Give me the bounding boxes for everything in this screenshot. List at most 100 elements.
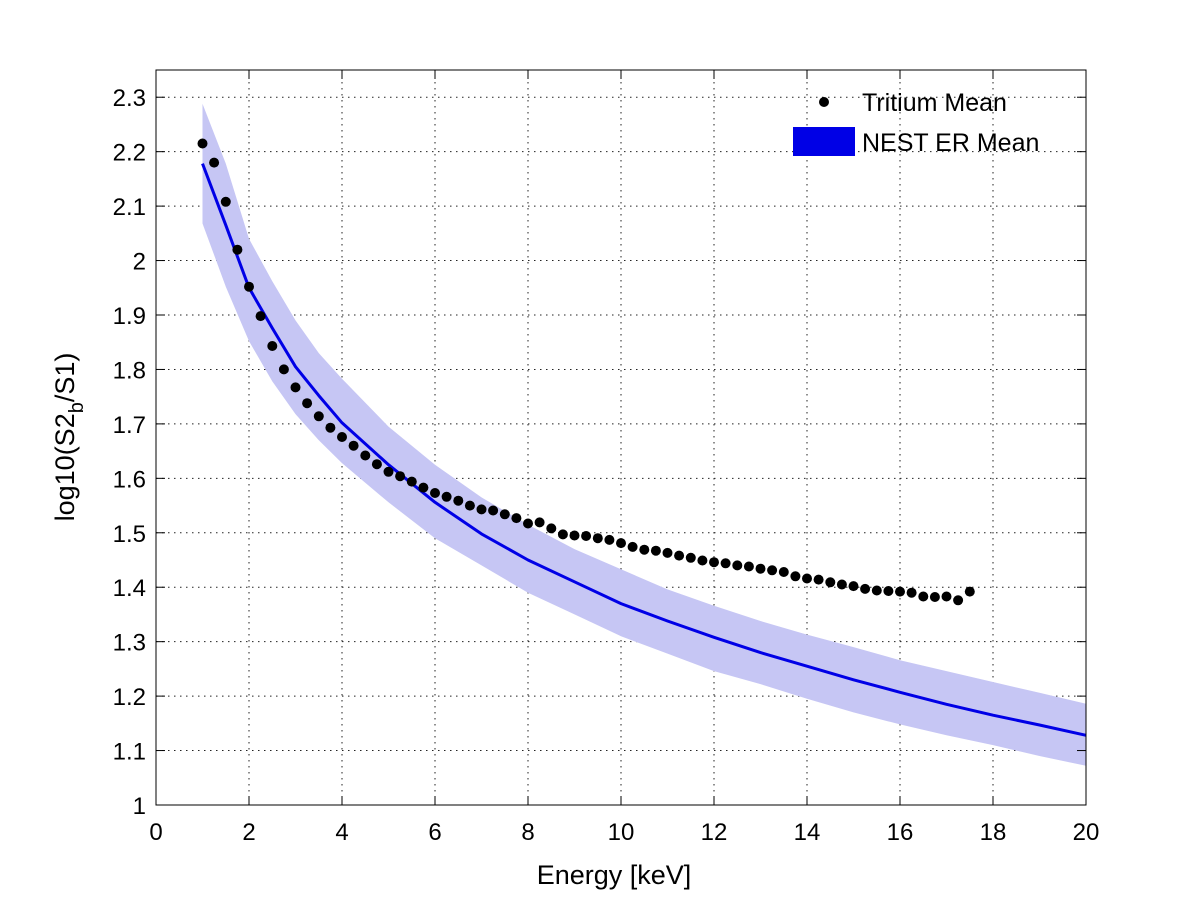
- y-axis-label-subscript: b: [66, 402, 88, 413]
- tritium-point: [964, 586, 975, 597]
- tritium-point: [290, 382, 301, 393]
- x-tick-label: 16: [887, 819, 914, 846]
- tritium-point: [546, 523, 557, 534]
- y-tick-label: 1.4: [113, 575, 146, 602]
- tritium-point: [825, 577, 836, 588]
- tritium-point: [337, 432, 347, 442]
- x-tick-labels: 0 2 4 6 8 10 12 14 16 18 20: [149, 819, 1099, 846]
- tritium-point: [255, 311, 266, 322]
- tritium-point: [709, 557, 719, 568]
- tritium-point: [569, 530, 580, 541]
- tritium-point: [685, 552, 696, 563]
- tritium-point: [220, 196, 231, 207]
- tritium-point: [639, 544, 650, 555]
- legend-label-nest-er: NEST ER Mean: [862, 129, 1039, 157]
- tritium-point: [929, 592, 940, 602]
- y-tick-label: 1.8: [113, 357, 146, 384]
- nest-er-mean-line: [201, 163, 1087, 737]
- tritium-point: [302, 398, 313, 409]
- y-axis-label-suffix: /S1): [50, 353, 80, 403]
- nest-er-band-layer: [202, 103, 1086, 766]
- tritium-point: [441, 491, 452, 502]
- nest-er-band: [202, 103, 1086, 766]
- y-axis-label-prefix: log10(S2: [50, 413, 80, 521]
- tritium-point: [848, 581, 859, 592]
- tritium-point: [232, 244, 243, 255]
- tritium-point: [813, 574, 824, 585]
- x-tick-label: 20: [1073, 819, 1100, 846]
- tritium-point: [650, 545, 661, 556]
- tritium-point: [616, 538, 626, 549]
- y-tick-label: 2: [133, 249, 146, 276]
- x-tick-label: 18: [980, 819, 1007, 846]
- tritium-point: [278, 364, 289, 375]
- tritium-point: [244, 281, 254, 292]
- tritium-point: [313, 411, 324, 422]
- axis-ticks: [155, 70, 1087, 806]
- tritium-point: [743, 561, 754, 572]
- tritium-point: [604, 534, 615, 545]
- x-tick-label: 14: [794, 819, 821, 846]
- tritium-point: [755, 563, 766, 574]
- tritium-point: [267, 341, 278, 351]
- tritium-point: [895, 586, 905, 597]
- tritium-point: [348, 440, 359, 451]
- y-tick-label: 1.7: [113, 412, 146, 439]
- y-tick-label: 1.2: [113, 684, 146, 711]
- tritium-point: [802, 573, 812, 584]
- tritium-point: [383, 466, 394, 477]
- tritium-point: [732, 560, 743, 571]
- tritium-point: [697, 555, 708, 566]
- tritium-point: [592, 533, 603, 544]
- x-tick-label: 10: [608, 819, 635, 846]
- tritium-point: [778, 567, 789, 577]
- tritium-point: [464, 500, 475, 511]
- y-tick-label: 1: [133, 793, 146, 820]
- tritium-point: [209, 157, 220, 168]
- tritium-point: [325, 422, 336, 433]
- y-tick-label: 1.1: [113, 739, 146, 766]
- legend: Tritium Mean NEST ER Mean: [793, 89, 1039, 157]
- tritium-point: [360, 450, 371, 461]
- tritium-point: [941, 591, 952, 602]
- tritium-point: [918, 591, 929, 602]
- x-tick-label: 2: [242, 819, 255, 846]
- x-tick-label: 4: [335, 819, 348, 846]
- x-tick-label: 0: [149, 819, 162, 846]
- y-tick-labels: 1 1.1 1.2 1.3 1.4 1.5 1.6 1.7 1.8 1.9 2 2.1 2.2 2.3: [113, 85, 146, 820]
- x-axis-label: Energy [keV]: [537, 860, 692, 890]
- tritium-point: [557, 529, 568, 540]
- tritium-point: [453, 495, 464, 506]
- tritium-point: [860, 583, 871, 594]
- tritium-point: [906, 587, 917, 598]
- tritium-point: [511, 513, 522, 524]
- tritium-point: [662, 547, 673, 558]
- y-tick-label: 1.3: [113, 630, 146, 657]
- tritium-point: [418, 482, 429, 493]
- y-tick-label: 1.9: [113, 303, 146, 330]
- tritium-point: [197, 138, 208, 149]
- y-tick-label: 2.2: [113, 140, 146, 167]
- tritium-point: [627, 541, 638, 552]
- x-tick-label: 12: [701, 819, 728, 846]
- tritium-point: [720, 558, 731, 569]
- tritium-point: [499, 509, 510, 520]
- x-tick-label: 6: [428, 819, 441, 846]
- tritium-point: [767, 565, 778, 576]
- y-tick-label: 2.3: [113, 85, 146, 112]
- tritium-point: [790, 571, 801, 582]
- tritium-point: [871, 585, 882, 596]
- legend-label-tritium: Tritium Mean: [862, 89, 1007, 117]
- y-tick-label: 2.1: [113, 194, 146, 221]
- y-axis-label: log10(S2b/S1): [50, 353, 88, 522]
- tritium-point: [395, 471, 406, 482]
- legend-swatch-nest-er: [793, 127, 855, 156]
- tritium-point: [523, 518, 533, 529]
- y-tick-label: 1.6: [113, 466, 146, 493]
- tritium-point: [883, 586, 894, 596]
- tritium-point: [371, 459, 382, 470]
- tritium-point: [488, 505, 499, 516]
- nest-er-line-layer: [201, 163, 1087, 737]
- tritium-points-layer: [197, 138, 975, 606]
